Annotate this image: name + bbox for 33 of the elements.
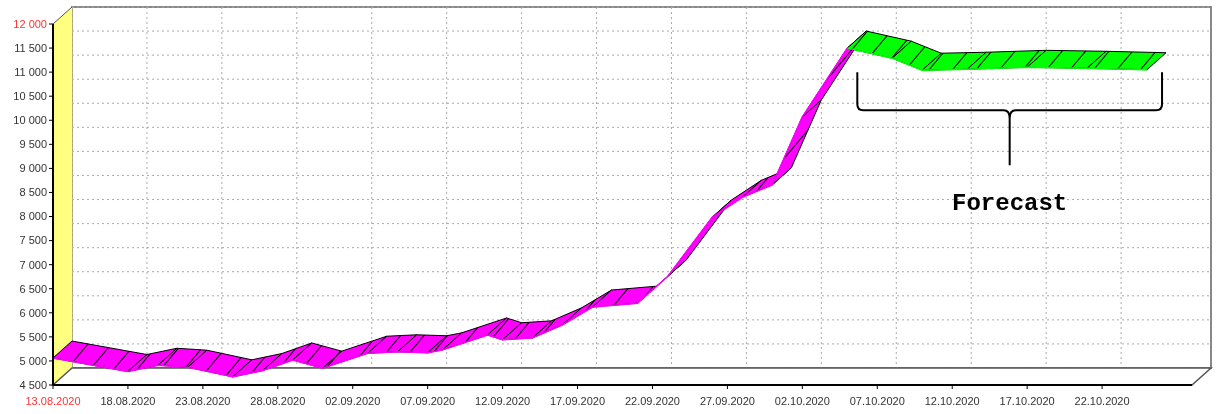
x-tick-label: 22.09.2020 [624,395,680,407]
y-tick-label: 5 500 [19,330,47,343]
x-tick-label: 17.09.2020 [550,395,606,407]
x-tick-label: 07.10.2020 [849,395,905,407]
x-tick-label: 28.08.2020 [250,395,306,407]
x-tick-label: 22.10.2020 [1074,395,1130,407]
y-tick-label: 4 500 [19,378,47,391]
x-tick-label: 17.10.2020 [999,395,1055,407]
y-tick-label: 6 000 [19,306,47,319]
y-tick-label: 8 500 [19,186,47,199]
annotation: Forecast [952,190,1068,218]
y-tick-label: 10 000 [13,114,47,127]
x-tick-label: 02.10.2020 [774,395,830,407]
x-tick-label: 23.08.2020 [175,395,231,407]
x-tick-label: 27.09.2020 [699,395,755,407]
y-tick-label: 7 500 [19,234,47,247]
y-tick-label: 11 000 [14,65,47,78]
y-tick-label: 11 500 [14,41,47,54]
y-tick-label: 12 000 [13,17,47,30]
line-series [846,47,1148,71]
y-tick-label: 6 500 [19,282,47,295]
x-tick-label: 12.09.2020 [475,395,531,407]
y-tick-label: 8 000 [19,210,47,223]
x-tick-label: 12.10.2020 [924,395,980,407]
y-tick-label: 9 500 [19,138,47,151]
x-tick-label: 02.09.2020 [325,395,381,407]
x-tick-label: 07.09.2020 [400,395,456,407]
y-tick-label: 5 000 [19,354,47,367]
x-tick-label: 18.08.2020 [100,395,156,407]
x-tick-label: 13.08.2020 [25,395,81,407]
y-tick-label: 10 500 [13,90,47,103]
y-tick-label: 9 000 [19,162,47,175]
y-tick-label: 7 000 [19,258,47,271]
